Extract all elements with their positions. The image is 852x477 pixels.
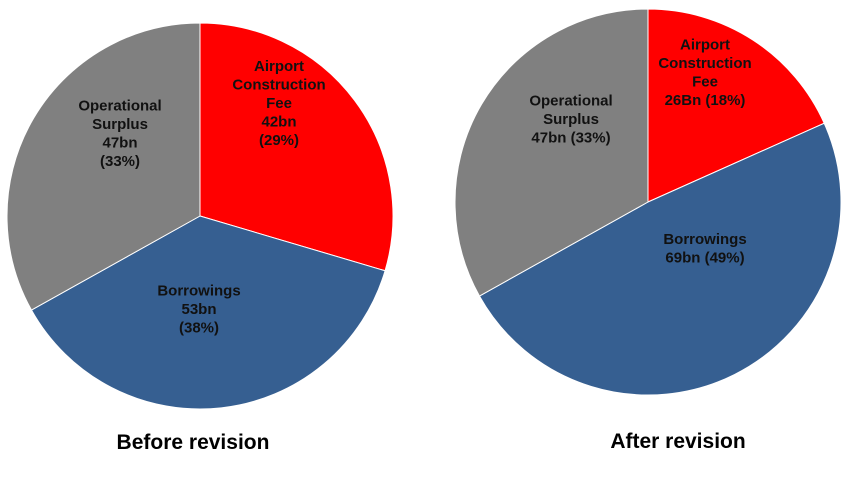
slice-label-line: 42bn xyxy=(261,114,296,131)
slice-label-line: Operational xyxy=(529,93,612,110)
slice-label-line: Airport xyxy=(254,58,304,75)
pie-slice-operational-surplus xyxy=(454,8,649,297)
pie-slice-operational-surplus xyxy=(6,22,201,311)
slice-label-operational-surplus: Operational Surplus 47bn (33%) xyxy=(78,97,161,170)
slice-label-line: Fee xyxy=(692,73,718,90)
pie-slice-airport-construction-fee xyxy=(199,22,394,272)
slice-label-line: 69bn (49%) xyxy=(665,249,744,266)
slice-label-line: Surplus xyxy=(92,116,148,133)
slice-label-airport-construction-fee: Airport Construction Fee 42bn (29%) xyxy=(232,58,325,149)
pie-chart-after-revision: Airport Construction Fee 26Bn (18%) Borrowin… xyxy=(454,8,842,396)
pie-slice-borrowings xyxy=(30,215,386,410)
slice-label-operational-surplus: Operational Surplus 47bn (33%) xyxy=(529,93,612,147)
slice-label-line: (38%) xyxy=(179,320,219,337)
slice-label-line: 47bn xyxy=(102,134,137,151)
slice-label-line: 47bn (33%) xyxy=(531,130,610,147)
slice-label-line: (33%) xyxy=(100,153,140,170)
slice-label-line: (29%) xyxy=(259,132,299,149)
slice-label-line: 26Bn (18%) xyxy=(665,92,746,109)
caption-after-revision: After revision xyxy=(610,430,745,453)
slice-label-line: Fee xyxy=(266,95,292,112)
slice-label-airport-construction-fee: Airport Construction Fee 26Bn (18%) xyxy=(658,36,751,109)
slice-label-line: Borrowings xyxy=(663,231,746,248)
pie-chart-before-revision: Airport Construction Fee 42bn (29%) Borrowing… xyxy=(6,22,394,410)
slice-label-line: Operational xyxy=(78,97,161,114)
slice-label-line: Construction xyxy=(232,77,325,94)
slice-label-line: Airport xyxy=(680,36,730,53)
pie-slice-borrowings xyxy=(478,122,842,396)
slice-label-line: Borrowings xyxy=(157,283,240,300)
pie-slice-airport-construction-fee xyxy=(647,8,825,203)
caption-before-revision: Before revision xyxy=(117,431,270,454)
slice-label-borrowings: Borrowings 53bn (38%) xyxy=(157,283,240,337)
slice-label-line: Construction xyxy=(658,55,751,72)
slice-label-line: Surplus xyxy=(543,111,599,128)
slice-label-line: 53bn xyxy=(181,301,216,318)
slice-label-borrowings: Borrowings 69bn (49%) xyxy=(663,231,746,266)
